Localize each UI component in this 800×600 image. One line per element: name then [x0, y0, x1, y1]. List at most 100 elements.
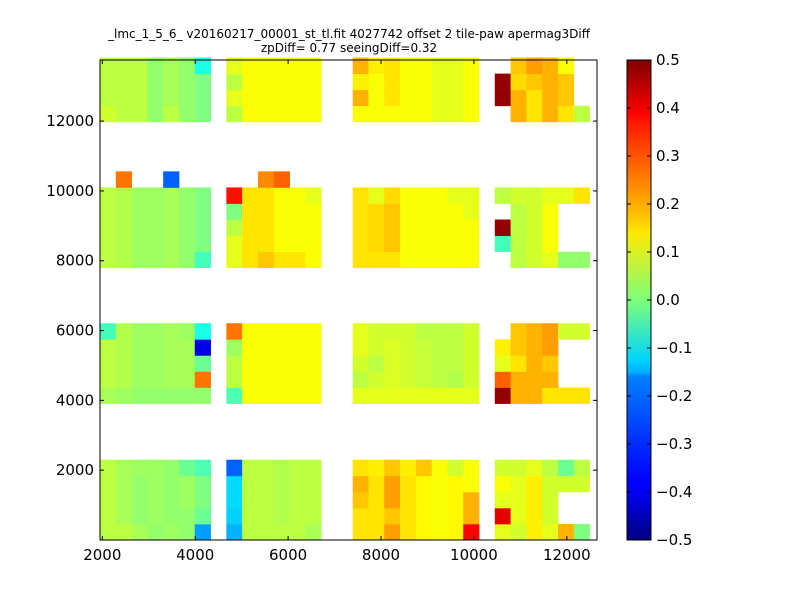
- heatmap-cell: [368, 219, 385, 236]
- heatmap-cell: [115, 219, 132, 236]
- heatmap-cell: [400, 187, 417, 204]
- heatmap-cell: [273, 323, 290, 340]
- heatmap-cell: [400, 235, 417, 253]
- heatmap-cell: [447, 235, 464, 253]
- heatmap-cell: [384, 235, 401, 253]
- heatmap-cell: [415, 187, 433, 204]
- heatmap-cell: [100, 371, 117, 388]
- heatmap-cell: [510, 57, 527, 75]
- heatmap-cell: [431, 491, 448, 509]
- heatmap-cell: [447, 203, 464, 220]
- y-tick-label: 2000: [56, 461, 94, 479]
- heatmap-cell: [573, 187, 590, 204]
- plot-frame: [99, 59, 598, 541]
- x-tick-label: 2000: [83, 546, 121, 564]
- heatmap-cell: [368, 339, 385, 356]
- heatmap-cell: [289, 89, 306, 107]
- heatmap-cell: [257, 387, 275, 404]
- heatmap-cell: [147, 387, 164, 404]
- heatmap-cell: [431, 187, 448, 204]
- heatmap-cell: [463, 235, 480, 253]
- heatmap-cell: [510, 251, 527, 269]
- heatmap-cell: [494, 387, 511, 404]
- heatmap-cell: [542, 339, 559, 356]
- heatmap-cell: [447, 251, 464, 269]
- heatmap-cell: [115, 171, 132, 188]
- heatmap-cell: [131, 203, 148, 220]
- heatmap-cell: [163, 187, 180, 204]
- colorbar-tick-label: −0.4: [656, 483, 692, 501]
- heatmap-cell: [447, 219, 464, 236]
- heatmap-cell: [115, 507, 132, 525]
- heatmap-cell: [194, 89, 211, 107]
- heatmap-cell: [526, 57, 543, 75]
- heatmap-cell: [147, 523, 164, 541]
- heatmap-cell: [384, 459, 401, 477]
- heatmap-cell: [305, 339, 322, 356]
- heatmap-cell: [431, 459, 448, 477]
- heatmap-cell: [257, 187, 275, 204]
- heatmap-cell: [400, 491, 417, 509]
- heatmap-cell: [226, 387, 243, 404]
- heatmap-cell: [352, 187, 369, 204]
- heatmap-cell: [273, 187, 290, 204]
- heatmap-cell: [194, 73, 211, 91]
- heatmap-cell: [573, 323, 590, 340]
- heatmap-cell: [131, 491, 148, 509]
- heatmap-cell: [526, 459, 543, 477]
- heatmap-cell: [147, 371, 164, 388]
- heatmap-cell: [178, 57, 196, 75]
- heatmap-cell: [542, 387, 559, 404]
- heatmap-cell: [463, 203, 480, 220]
- heatmap-cell: [305, 323, 322, 340]
- heatmap-cell: [352, 355, 369, 372]
- x-tick-label: 8000: [362, 546, 400, 564]
- heatmap-cell: [400, 371, 417, 388]
- heatmap-cell: [257, 251, 275, 269]
- heatmap-cell: [526, 387, 543, 404]
- heatmap-cell: [163, 339, 180, 356]
- heatmap-cell: [431, 203, 448, 220]
- heatmap-cell: [384, 89, 401, 107]
- heatmap-cell: [242, 323, 259, 340]
- heatmap-cell: [384, 523, 401, 541]
- heatmap-cell: [352, 219, 369, 236]
- heatmap-cell: [305, 187, 322, 204]
- heatmap-cell: [368, 523, 385, 541]
- heatmap-cell: [494, 89, 511, 107]
- heatmap-cell: [384, 339, 401, 356]
- x-tick-label: 12000: [543, 546, 591, 564]
- heatmap-cell: [463, 339, 480, 356]
- heatmap-cell: [368, 323, 385, 340]
- colorbar-tick-label: 0.1: [656, 243, 680, 261]
- heatmap-cell: [352, 523, 369, 541]
- heatmap-cell: [115, 475, 132, 493]
- heatmap-cell: [131, 105, 148, 123]
- heatmap-cell: [463, 491, 480, 509]
- heatmap-cell: [415, 219, 433, 236]
- heatmap-cell: [147, 187, 164, 204]
- heatmap-cell: [147, 339, 164, 356]
- heatmap-cell: [115, 339, 132, 356]
- heatmap-cell: [289, 387, 306, 404]
- heatmap-cell: [100, 187, 117, 204]
- heatmap-cell: [100, 339, 117, 356]
- heatmap-cell: [431, 235, 448, 253]
- heatmap-cell: [305, 371, 322, 388]
- heatmap-cell: [226, 235, 243, 253]
- heatmap-cell: [384, 57, 401, 75]
- heatmap-cell: [305, 219, 322, 236]
- heatmap-cell: [542, 73, 559, 91]
- heatmap-cell: [100, 475, 117, 493]
- heatmap-cell: [447, 475, 464, 493]
- heatmap-cell: [289, 187, 306, 204]
- heatmap-cell: [352, 491, 369, 509]
- heatmap-cell: [163, 73, 180, 91]
- heatmap-cell: [526, 89, 543, 107]
- colorbar-tick-label: 0.0: [656, 291, 680, 309]
- colorbar-tick-label: 0.5: [656, 51, 680, 69]
- heatmap-cell: [526, 371, 543, 388]
- heatmap-cell: [147, 219, 164, 236]
- heatmap-cell: [463, 89, 480, 107]
- heatmap-cell: [131, 371, 148, 388]
